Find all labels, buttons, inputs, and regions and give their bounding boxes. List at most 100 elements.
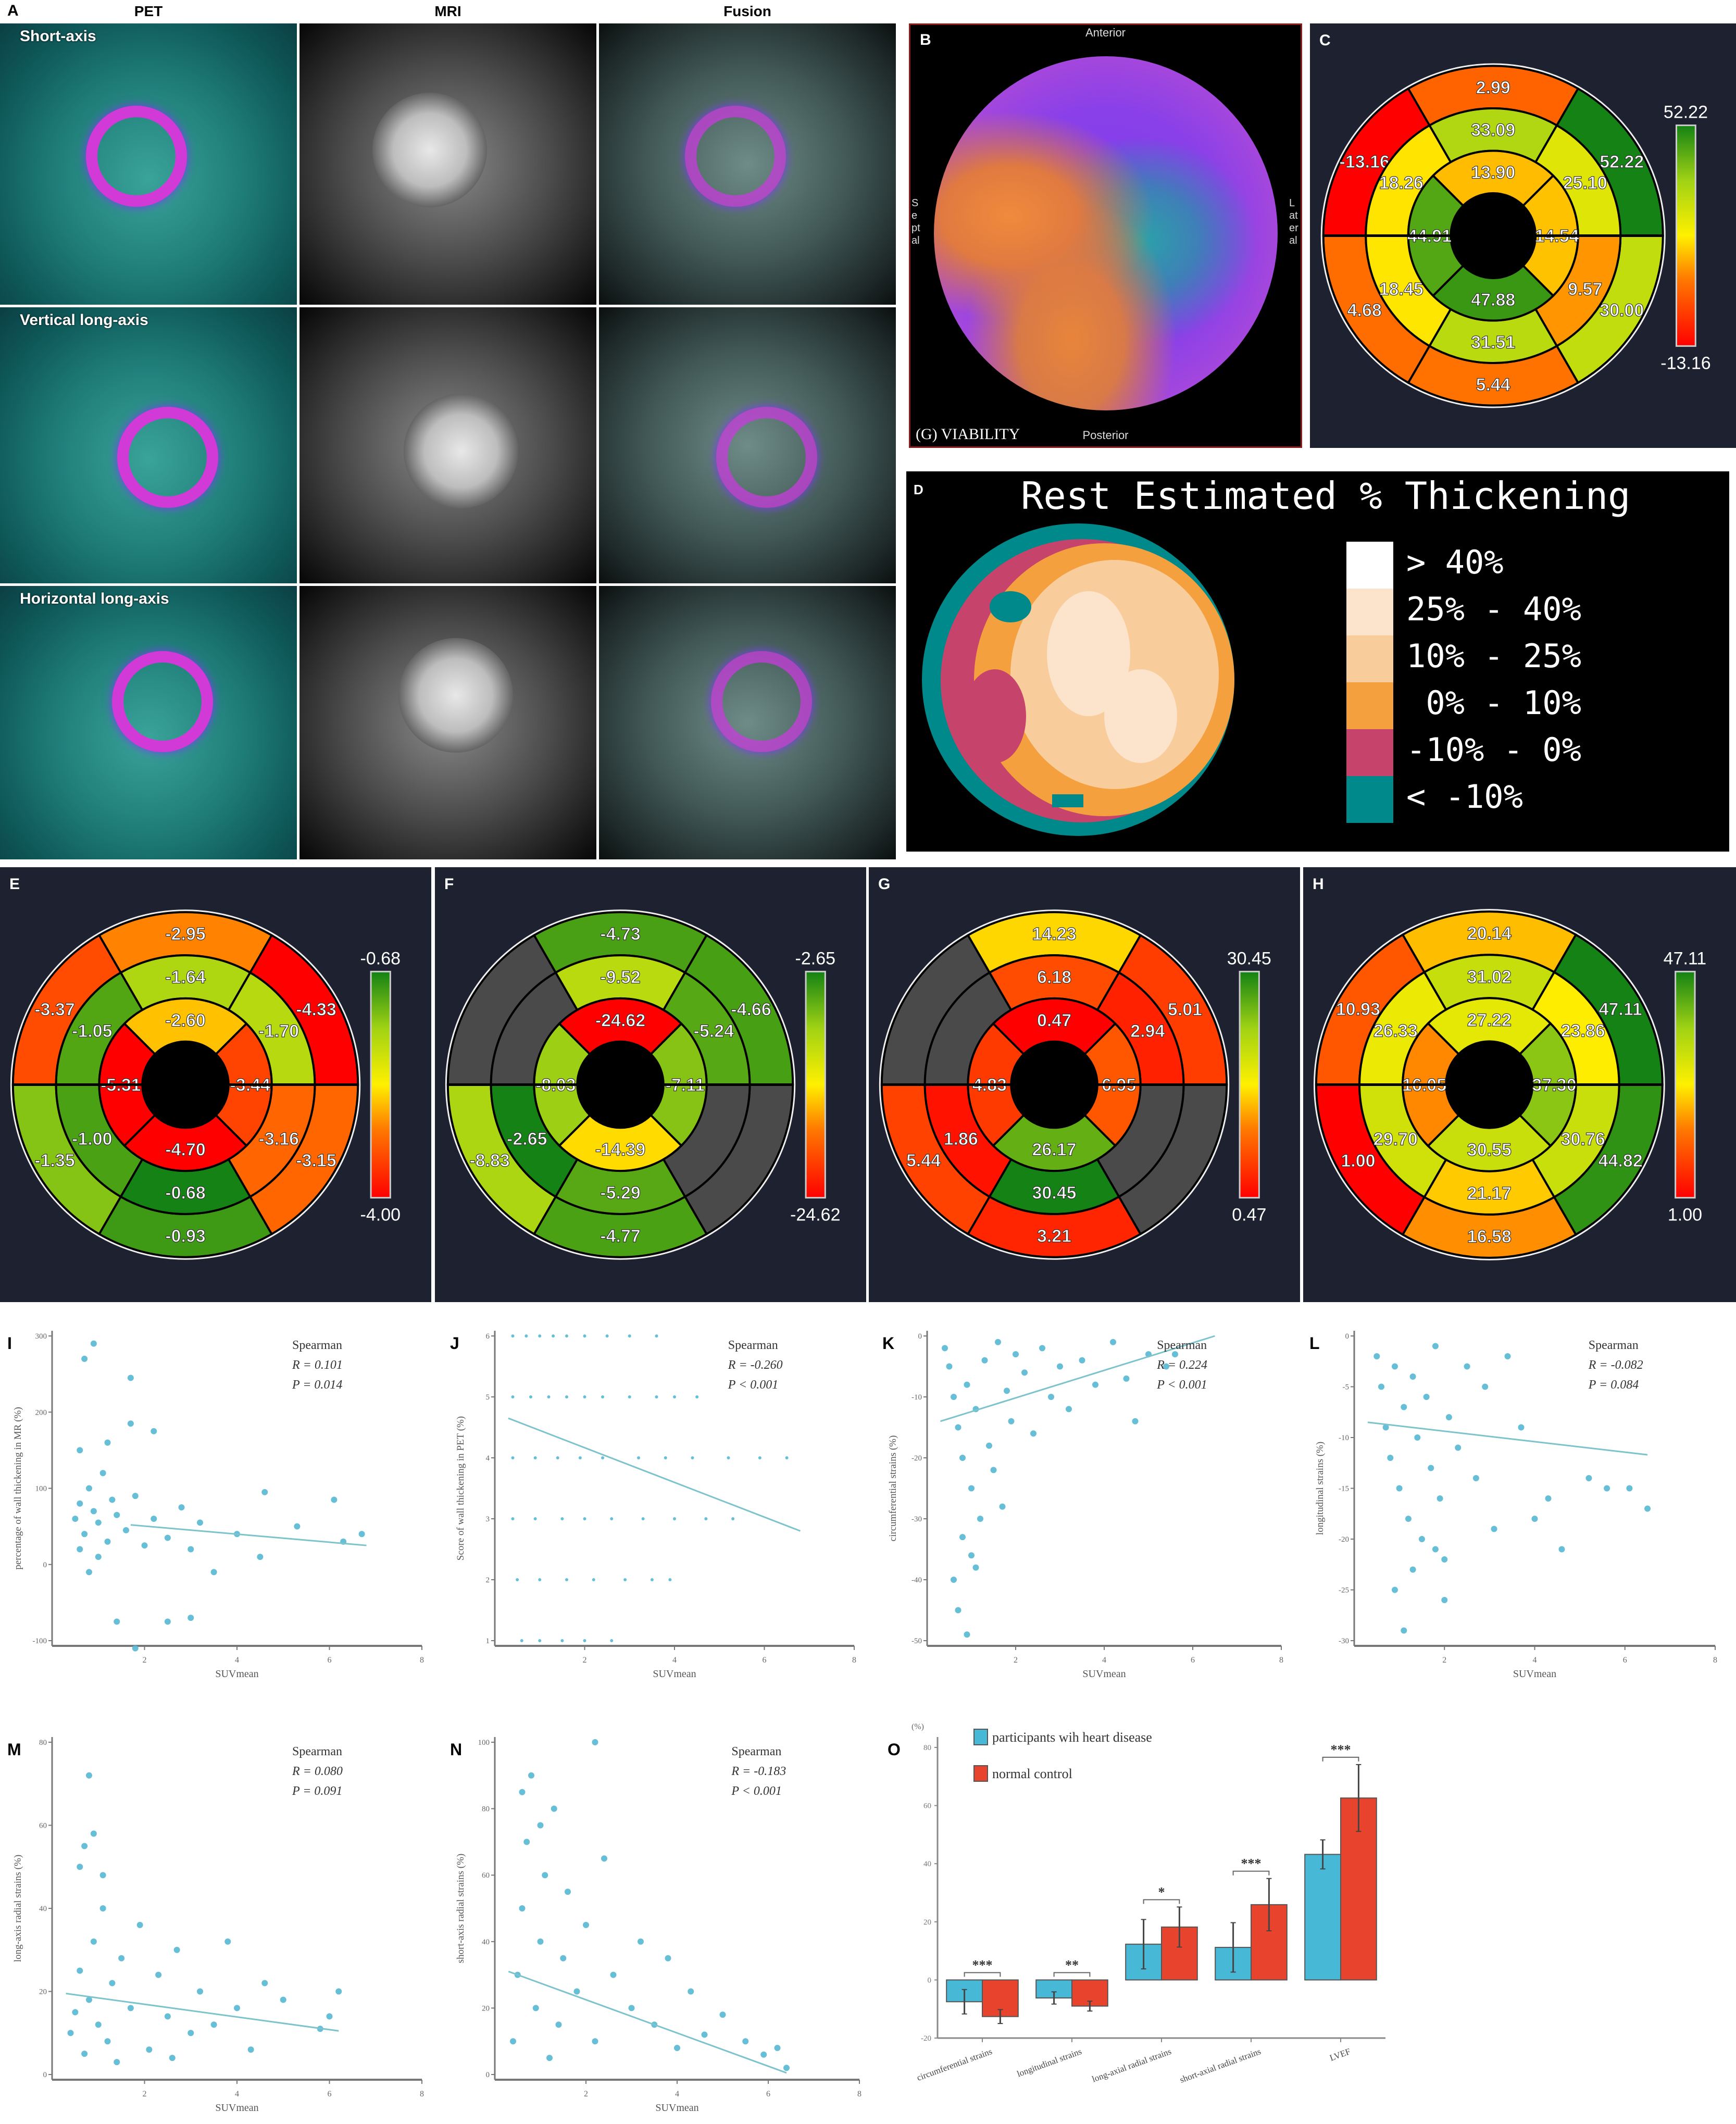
column-header-pet: PET	[134, 3, 163, 19]
data-point	[77, 1864, 83, 1870]
panel-k-scatter: K 2 4 6 8 -50 -40 -30 -20 -10 0 SUVmean circumferent…	[875, 1313, 1302, 1688]
panel-j-scatter: J 2 4 6 8 1 2 3 4 5 6 SUVmean Score of wall thickeni…	[443, 1313, 875, 1688]
data-point	[1048, 1394, 1054, 1400]
segment-value: 5.44	[1476, 375, 1510, 395]
fusion-vertical-long-axis-image	[599, 307, 896, 583]
bullseye-apex	[1446, 1041, 1533, 1128]
x-tick-label: 2	[143, 1656, 147, 1665]
y-tick-label: -15	[1339, 1485, 1349, 1493]
data-point	[565, 1578, 568, 1581]
data-point	[516, 1578, 519, 1581]
y-tick-label: 80	[39, 1739, 47, 1747]
legend-label: > 40%	[1406, 543, 1504, 581]
segment-value: -24.62	[595, 1010, 645, 1030]
segment-value: -3.16	[259, 1129, 299, 1149]
x-tick-label: 2	[143, 2090, 147, 2098]
data-point	[1021, 1369, 1028, 1376]
polar-map-region	[964, 669, 1026, 763]
data-point	[197, 1988, 203, 1995]
y-tick-label: -20	[921, 2034, 931, 2043]
data-point	[77, 1500, 83, 1507]
stat-method: Spearman	[728, 1339, 778, 1352]
data-point	[529, 1395, 532, 1398]
data-point	[637, 1456, 640, 1459]
x-axis-label: SUVmean	[653, 1668, 696, 1680]
y-tick-label: -20	[911, 1454, 922, 1463]
y-tick-label: -25	[1339, 1586, 1349, 1595]
segment-value: 6.18	[1037, 968, 1071, 988]
colorbar	[1239, 970, 1260, 1199]
thickening-polar-map	[922, 523, 1234, 836]
data-point	[188, 1615, 194, 1621]
data-point	[1373, 1353, 1380, 1359]
data-point	[528, 1772, 534, 1779]
data-point	[783, 2065, 790, 2071]
row-label: Short-axis	[20, 28, 96, 45]
panel-label: F	[444, 876, 454, 893]
bar-heart-disease	[1304, 1854, 1342, 1981]
bullseye-apex	[577, 1041, 664, 1128]
data-point	[673, 1517, 676, 1520]
data-point	[1039, 1345, 1045, 1352]
x-tick-label: 8	[857, 2090, 861, 2098]
data-point	[968, 1485, 975, 1492]
data-point	[959, 1455, 966, 1461]
x-axis-label: SUVmean	[1513, 1668, 1556, 1680]
segment-value: 30.00	[1600, 301, 1644, 320]
segment-value: 5.44	[906, 1151, 941, 1170]
x-tick-label: longitudinal strains	[1016, 2046, 1083, 2079]
y-tick-label: -20	[1339, 1535, 1349, 1544]
y-axis-label: circumferential strains (%)	[888, 1435, 898, 1542]
data-point	[95, 1554, 102, 1560]
data-point	[524, 1334, 528, 1338]
segment-value: -3.37	[34, 1000, 75, 1020]
data-point	[592, 1578, 595, 1581]
data-point	[358, 1531, 365, 1538]
y-axis-label: Score of wall thickening in PET (%)	[455, 1416, 466, 1560]
data-point	[538, 1639, 542, 1642]
data-point	[583, 1334, 586, 1338]
data-point	[964, 1631, 970, 1638]
data-point	[537, 1822, 544, 1829]
heart-chamber	[372, 93, 487, 207]
segment-value: -4.73	[600, 924, 641, 944]
x-tick-label: 4	[672, 1656, 677, 1665]
myocardium-uptake-ring	[112, 651, 213, 752]
data-point	[326, 2013, 333, 2020]
data-point	[155, 1971, 162, 1978]
data-point	[578, 1456, 582, 1459]
segment-value: 13.90	[1471, 163, 1515, 182]
y-tick-label: 200	[35, 1408, 47, 1417]
segment-value: 31.02	[1467, 967, 1512, 987]
y-tick-label: 0	[486, 2071, 490, 2079]
segment-value: -0.93	[165, 1226, 206, 1246]
y-tick-label: 0	[918, 1332, 922, 1341]
data-point	[1464, 1363, 1470, 1370]
data-point	[560, 1955, 567, 1961]
segment-value: -5.24	[694, 1021, 734, 1041]
data-point	[224, 1938, 231, 1945]
data-point	[1405, 1516, 1412, 1522]
data-point	[95, 2021, 102, 2028]
segment-value: 18.45	[1379, 279, 1423, 299]
data-point	[1604, 1485, 1610, 1492]
y-tick-label: 80	[482, 1805, 490, 1814]
y-axis-label: long-axis radial strains (%)	[13, 1855, 23, 1962]
data-point	[601, 1456, 604, 1459]
stat-value: P < 0.001	[1156, 1378, 1207, 1392]
panel-g-bullseye: G 14.23 5.01 3.21 5.44 6.18 2.94 30.45 1.86 0.47 6…	[869, 867, 1300, 1302]
data-point	[1391, 1363, 1398, 1370]
segment-value: 16.58	[1467, 1227, 1512, 1246]
data-point	[628, 2005, 635, 2011]
data-point	[959, 1534, 966, 1541]
segment-value: 30.55	[1467, 1140, 1512, 1160]
viability-label: (G) VIABILITY	[916, 426, 1020, 443]
significance-bracket	[1232, 1870, 1270, 1876]
data-point	[1008, 1418, 1015, 1425]
data-point	[95, 1519, 102, 1526]
data-point	[1409, 1373, 1416, 1380]
data-point	[673, 1395, 676, 1398]
data-point	[556, 1456, 559, 1459]
data-point	[86, 1569, 92, 1576]
